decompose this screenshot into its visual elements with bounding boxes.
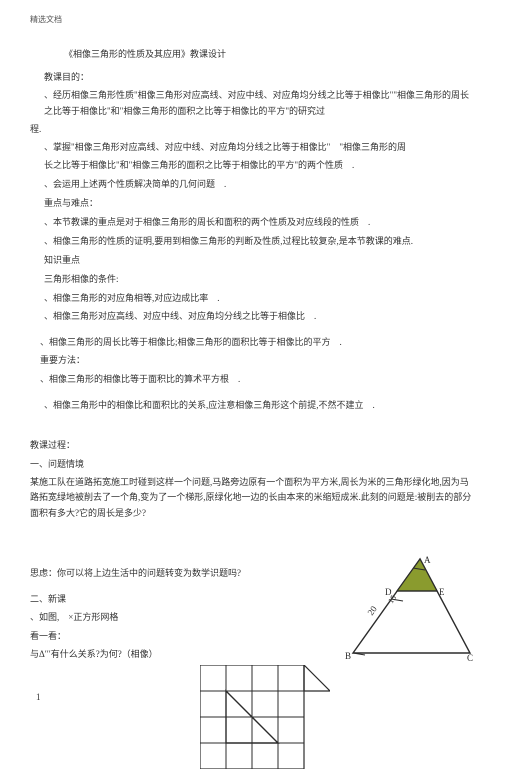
label-A: A xyxy=(424,555,431,565)
grid-figure xyxy=(200,665,475,771)
difficulty-item: 、相像三角形的性质的证明,要用到相像三角形的判断及性质,过程比较复杂,是本节教课… xyxy=(44,234,475,249)
knowledge-item: 、相像三角形对应高线、对应中线、对应角均分线之比等于相像比 . xyxy=(44,309,475,324)
section-knowledge-head: 知识重点 xyxy=(44,253,475,268)
label-C: C xyxy=(467,653,473,663)
page-header: 精选文档 xyxy=(30,14,475,25)
difficulty-item: 、本节教课的重点是对于相像三角形的周长和面积的两个性质及对应线段的性质 . xyxy=(44,215,475,230)
section-difficulty-head: 重点与难点： xyxy=(44,196,475,211)
methods-item: 、相像三角形中的相像比和面积比的关系,应注意相像三角形这个前提,不然不建立 . xyxy=(44,398,475,413)
objective-item: 、掌握"相像三角形对应高线、对应中线、对应角均分线之比等于相像比" "相像三角形… xyxy=(44,140,475,155)
section-newlesson-head: 二、新课 xyxy=(30,592,325,607)
methods-item: 、相像三角形的相像比等于面积比的算术平方根 . xyxy=(40,372,475,387)
objective-item: 、经历相像三角形性质"相像三角形对应高线、对应中线、对应角均分线之比等于相像比"… xyxy=(44,88,475,119)
section-objectives-head: 教课目的： xyxy=(44,70,475,85)
objective-item-cont: 长之比等于相像比"和"相像三角形的面积之比等于相像比的平方"的两个性质 . xyxy=(44,158,475,173)
process-sub: 一、问题情境 xyxy=(30,457,475,472)
think-prompt: 思虑：你可以将上边生活中的问题转变为数学识题吗? xyxy=(30,566,325,581)
newlesson-item: 、如图, ×正方形网格 xyxy=(30,610,325,625)
page-number: 1 xyxy=(36,692,41,702)
knowledge-item: 、相像三角形的周长比等于相像比;相像三角形的面积比等于相像比的平方 . xyxy=(40,335,475,350)
newlesson-item: 与Δ′′′有什么关系?为何?（相像） xyxy=(30,647,325,662)
knowledge-sub: 三角形相像的条件: xyxy=(44,272,475,287)
knowledge-item: 、相像三角形的对应角相等,对应边成比率 . xyxy=(44,291,475,306)
section-process-head: 教课过程： xyxy=(30,438,475,453)
objective-item-cont: 程. xyxy=(30,122,475,137)
process-body: 某施工队在道路拓宽施工时碰到这样一个问题,马路旁边原有一个面积为平方米,周长为米… xyxy=(30,475,475,521)
label-E: E xyxy=(439,587,445,597)
newlesson-item: 看一看： xyxy=(30,629,325,644)
triangle-figure: A B C D E 20 15 xyxy=(325,553,475,665)
section-methods-head: 重要方法： xyxy=(40,353,475,368)
label-B: B xyxy=(345,651,351,661)
label-20: 20 xyxy=(365,604,379,618)
objective-item: 、会运用上述两个性质解决简单的几何问题 . xyxy=(44,177,475,192)
document-title: 《相像三角形的性质及其应用》教课设计 xyxy=(64,47,475,60)
